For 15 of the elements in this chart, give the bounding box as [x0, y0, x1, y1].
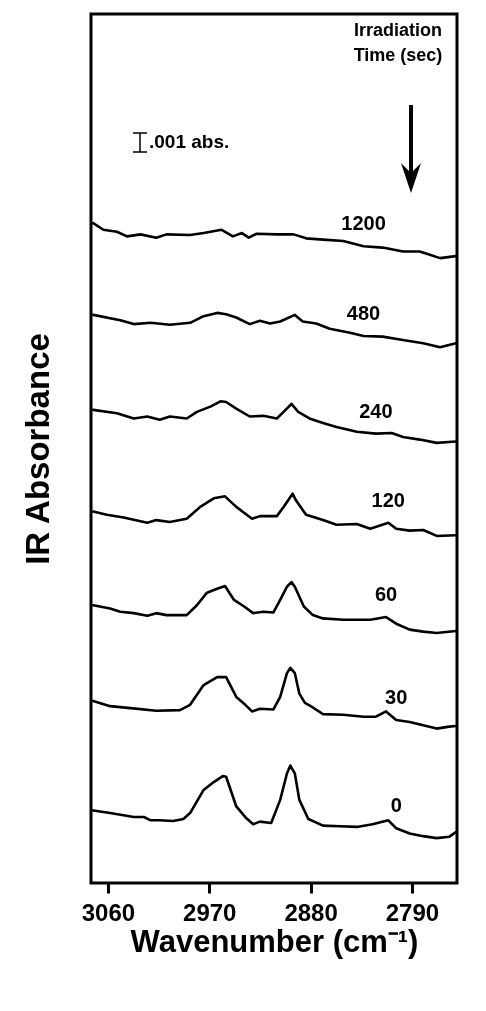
legend-title: Irradiation Time (sec) [352, 19, 444, 67]
series-label: 480 [346, 302, 381, 324]
x-axis-title: Wavenumber (cm⁻¹) [130, 923, 419, 959]
x-tick-label: 2970 [183, 898, 237, 926]
series-label: 120 [371, 488, 405, 511]
y-axis-title: IR Absorbance [18, 333, 56, 565]
x-tick-label: 3060 [81, 898, 136, 926]
series-label: 30 [385, 686, 408, 709]
series-label: 60 [374, 583, 398, 606]
series-label: 0 [390, 794, 402, 817]
series-label: 1200 [341, 212, 386, 235]
x-tick-label: 2880 [284, 898, 338, 926]
series-label: 240 [359, 399, 393, 422]
text: .001 abs. [149, 131, 230, 153]
x-tick-label: 2790 [385, 898, 440, 926]
